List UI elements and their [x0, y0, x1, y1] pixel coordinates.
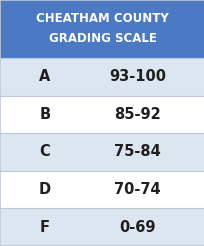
Text: CHEATHAM COUNTY: CHEATHAM COUNTY — [36, 13, 168, 26]
Text: F: F — [40, 220, 50, 235]
Text: 93-100: 93-100 — [108, 69, 165, 84]
Text: 70-74: 70-74 — [113, 182, 160, 197]
Bar — [0, 96, 204, 133]
Text: GRADING SCALE: GRADING SCALE — [48, 32, 156, 46]
Bar — [0, 208, 204, 246]
Text: 0-69: 0-69 — [119, 220, 155, 235]
Text: D: D — [39, 182, 51, 197]
Bar — [0, 133, 204, 171]
Text: C: C — [40, 144, 50, 159]
Text: 75-84: 75-84 — [113, 144, 160, 159]
Bar — [0, 58, 204, 96]
Text: B: B — [39, 107, 50, 122]
Bar — [0, 171, 204, 208]
Text: A: A — [39, 69, 51, 84]
Bar — [0, 0, 204, 58]
Text: 85-92: 85-92 — [113, 107, 160, 122]
